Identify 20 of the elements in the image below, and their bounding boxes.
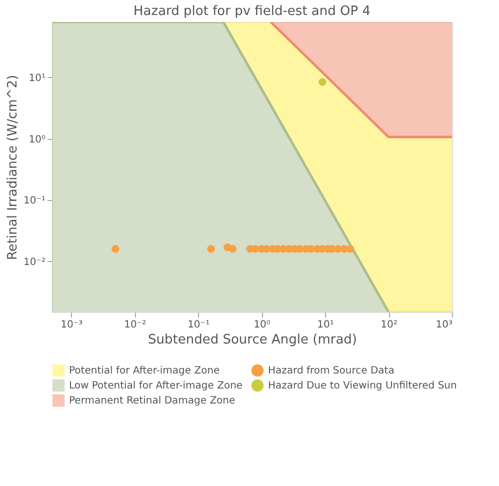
x-tick-label: 10³ <box>436 320 452 330</box>
x-tick-label: 10⁰ <box>254 320 270 330</box>
x-tick-label: 10¹ <box>317 320 334 330</box>
x-tick-label: 10² <box>380 320 398 330</box>
legend-label: Hazard Due to Viewing Unfiltered Sun <box>268 380 457 392</box>
y-tick-label: 10⁻¹ <box>23 196 46 207</box>
x-tick-label: 10⁻¹ <box>188 320 210 330</box>
x-tick-label: 10⁻² <box>124 320 146 330</box>
legend-label: Potential for After-image Zone <box>69 366 220 376</box>
chart-title: Hazard plot for pv field-est and OP 4 <box>134 4 370 19</box>
point <box>346 245 354 253</box>
legend-label: Hazard from Source Data <box>268 366 394 376</box>
y-tick-label: 10¹ <box>28 72 46 84</box>
y-tick-label: 10⁰ <box>28 134 46 146</box>
x-axis-title: Subtended Source Angle (mrad) <box>148 332 357 348</box>
legend-label: Low Potential for After-image Zone <box>69 380 243 392</box>
x-tick-label: 10⁻³ <box>60 320 83 330</box>
y-tick-label: 10⁻² <box>23 256 46 268</box>
legend-label: Permanent Retinal Damage Zone <box>69 396 236 406</box>
y-axis-title: Retinal Irradiance (W/cm^2) <box>5 74 20 260</box>
